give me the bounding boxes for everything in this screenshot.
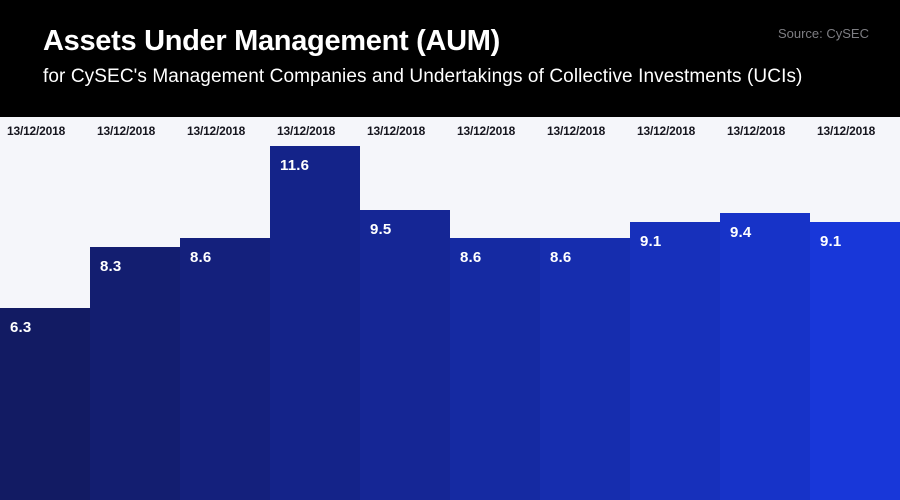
chart-column: 13/12/2018 11.6: [270, 117, 360, 500]
chart-column: 13/12/2018 6.3: [0, 117, 90, 500]
bar: 8.6: [450, 238, 540, 500]
bar-value-label: 9.1: [820, 233, 842, 250]
bar: 11.6: [270, 146, 360, 500]
bar: 9.5: [360, 210, 450, 500]
source-label: Source: CySEC: [777, 26, 869, 41]
bar-value-label: 8.3: [100, 258, 122, 275]
bar: 9.1: [630, 222, 720, 500]
category-date-label: 13/12/2018: [367, 124, 426, 138]
bar-value-label: 9.5: [370, 221, 392, 238]
chart-header: Assets Under Management (AUM) for CySEC'…: [0, 0, 900, 117]
category-date-label: 13/12/2018: [277, 124, 336, 138]
aum-bar-chart: 13/12/2018 6.3 13/12/2018 8.3 13/12/2018 8.6 1…: [0, 117, 900, 500]
category-date-label: 13/12/2018: [457, 124, 516, 138]
category-date-label: 13/12/2018: [817, 124, 876, 138]
bar: 8.3: [90, 247, 180, 500]
chart-column: 13/12/2018 9.1: [630, 117, 720, 500]
category-date-label: 13/12/2018: [547, 124, 606, 138]
bar-value-label: 8.6: [190, 249, 212, 266]
bar: 9.1: [810, 222, 900, 500]
bar: 9.4: [720, 213, 810, 500]
bar-value-label: 8.6: [460, 249, 482, 266]
bar: 8.6: [180, 238, 270, 500]
bar-value-label: 11.6: [280, 157, 310, 174]
bar: 8.6: [540, 238, 630, 500]
chart-column: 13/12/2018 8.3: [90, 117, 180, 500]
chart-subtitle: for CySEC's Management Companies and Und…: [43, 65, 803, 87]
chart-title: Assets Under Management (AUM): [43, 25, 500, 57]
category-date-label: 13/12/2018: [97, 124, 156, 138]
bar: 6.3: [0, 308, 90, 500]
category-date-label: 13/12/2018: [637, 124, 696, 138]
category-date-label: 13/12/2018: [727, 124, 786, 138]
chart-column: 13/12/2018 9.1: [810, 117, 900, 500]
bar-value-label: 9.4: [730, 224, 752, 241]
category-date-label: 13/12/2018: [187, 124, 246, 138]
chart-column: 13/12/2018 9.4: [720, 117, 810, 500]
chart-column: 13/12/2018 9.5: [360, 117, 450, 500]
chart-column: 13/12/2018 8.6: [540, 117, 630, 500]
chart-column: 13/12/2018 8.6: [180, 117, 270, 500]
bar-value-label: 8.6: [550, 249, 572, 266]
chart-column: 13/12/2018 8.6: [450, 117, 540, 500]
bar-value-label: 9.1: [640, 233, 662, 250]
bar-value-label: 6.3: [10, 319, 32, 336]
category-date-label: 13/12/2018: [7, 124, 66, 138]
